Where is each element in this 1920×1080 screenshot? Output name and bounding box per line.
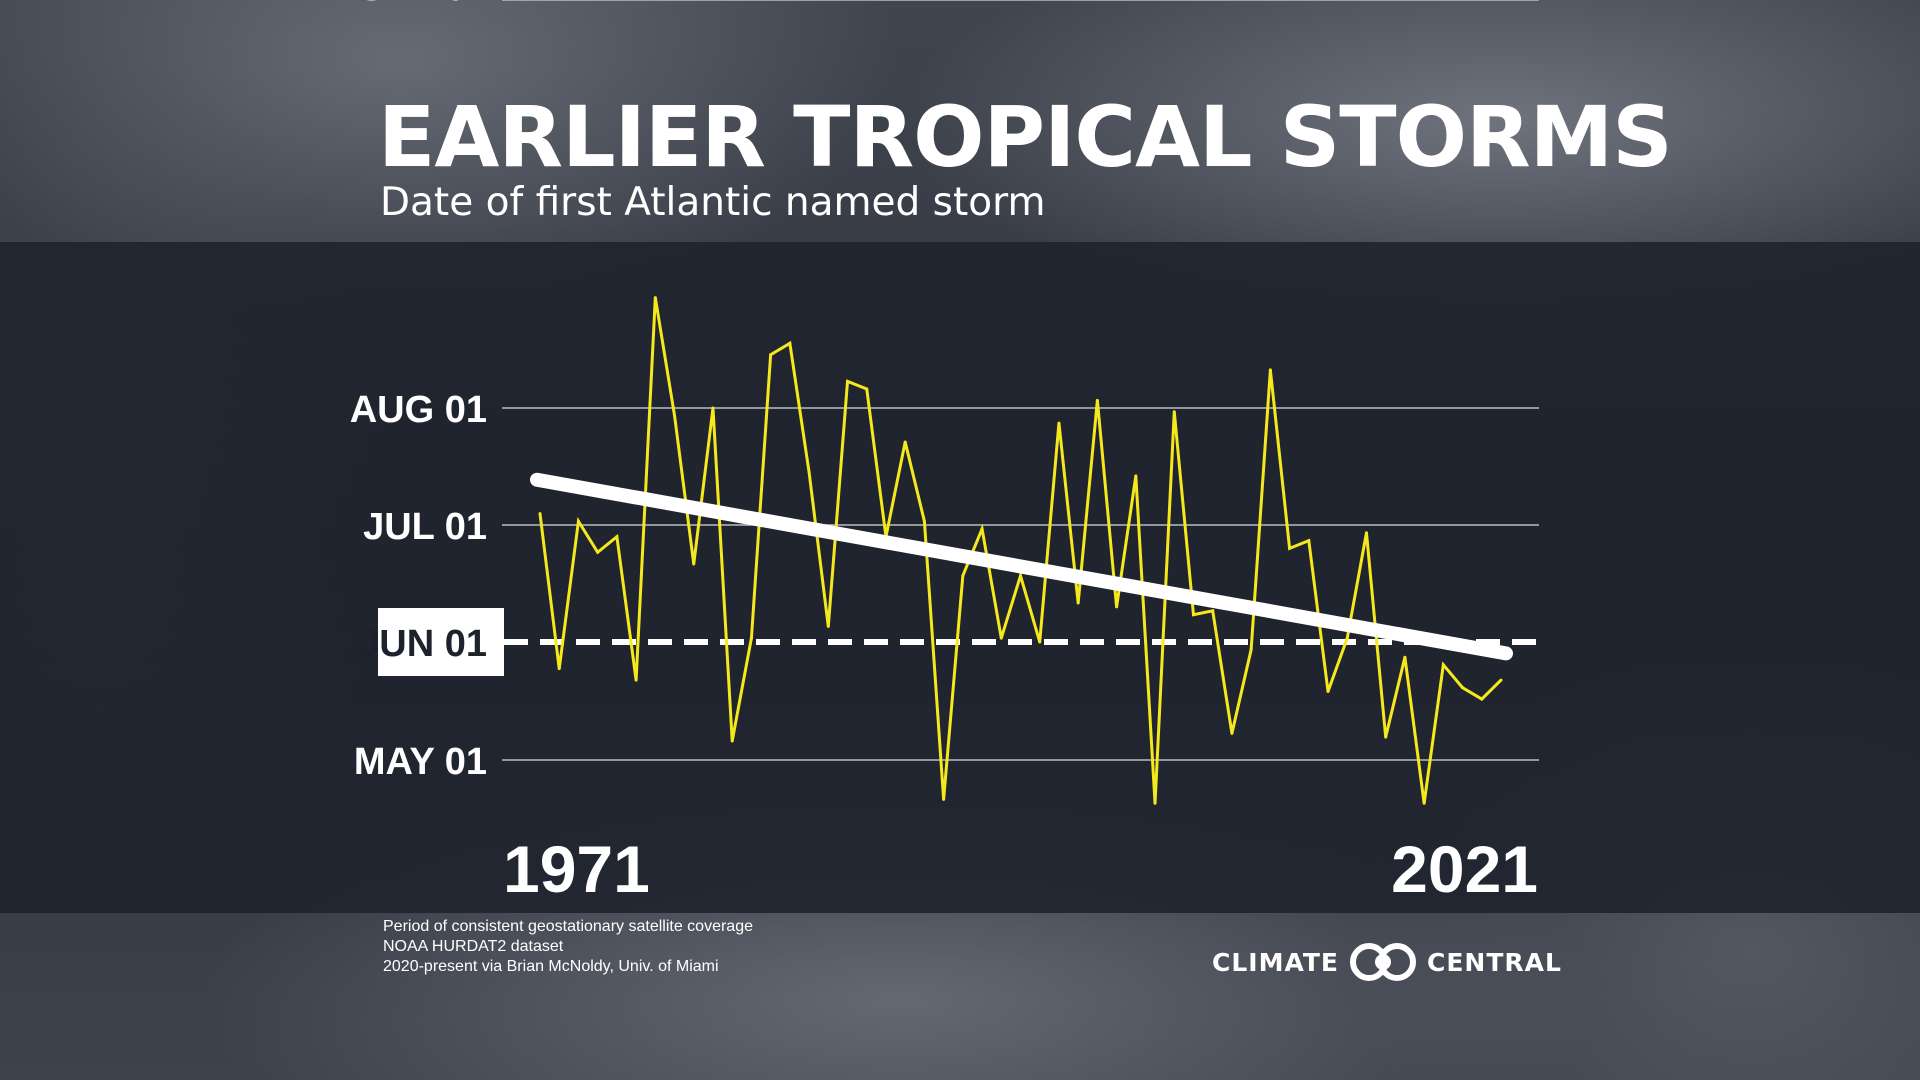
x-label-end: 2021 — [1391, 832, 1538, 906]
data-point — [1230, 731, 1234, 735]
chart-title: EARLIER TROPICAL STORMS — [378, 88, 1673, 186]
data-point — [961, 574, 965, 578]
data-point — [1115, 605, 1119, 609]
data-point — [615, 535, 619, 539]
data-point — [634, 678, 638, 682]
data-point — [788, 341, 792, 345]
y-tick-label: AUG 01 — [350, 389, 487, 431]
data-point — [557, 667, 561, 671]
climate-central-logo: CLIMATE CENTRAL — [1212, 942, 1562, 982]
data-point — [1134, 474, 1138, 478]
data-point — [865, 387, 869, 391]
x-label-start: 1971 — [503, 832, 650, 906]
data-point — [1057, 421, 1061, 425]
logo-text-right: CENTRAL — [1427, 947, 1562, 977]
y-tick-label: MAY 01 — [354, 741, 487, 783]
data-point — [1384, 735, 1388, 739]
source-notes: Period of consistent geostationary satel… — [383, 917, 753, 977]
data-point — [1076, 601, 1080, 605]
data-point — [692, 562, 696, 566]
data-point — [1095, 398, 1099, 402]
data-point — [1019, 574, 1022, 578]
data-point — [769, 353, 773, 357]
logo-text-left: CLIMATE — [1212, 947, 1339, 977]
data-point — [653, 296, 657, 300]
data-point — [1480, 697, 1484, 701]
data-point — [538, 512, 542, 516]
data-point — [596, 550, 600, 554]
y-tick-label: SEP 01 — [359, 0, 487, 9]
data-point — [1172, 410, 1176, 414]
trend-line — [530, 472, 1513, 661]
data-point — [1038, 640, 1042, 644]
data-point — [711, 406, 715, 410]
data-point — [576, 519, 580, 523]
data-point — [730, 739, 734, 743]
source-note: Period of consistent geostationary satel… — [383, 918, 753, 935]
source-note: NOAA HURDAT2 dataset — [383, 938, 564, 955]
data-point — [1345, 636, 1349, 640]
data-point — [980, 527, 984, 531]
chart-subtitle: Date of first Atlantic named storm — [380, 180, 1046, 225]
data-point — [826, 624, 830, 628]
data-point — [1403, 655, 1407, 659]
source-note: 2020-present via Brian McNoldy, Univ. of… — [383, 958, 719, 975]
series-line — [538, 297, 1503, 804]
data-point — [1307, 539, 1311, 543]
data-point — [1441, 663, 1445, 667]
data-point — [846, 379, 850, 383]
data-point — [807, 470, 811, 474]
data-point — [749, 636, 753, 640]
data-point — [1249, 648, 1253, 652]
data-point — [1422, 801, 1426, 805]
data-point — [942, 797, 946, 801]
data-point — [922, 519, 926, 523]
y-tick-label: JUL 01 — [363, 506, 487, 548]
data-point — [673, 414, 677, 418]
data-point — [1288, 546, 1292, 550]
data-point — [1268, 368, 1272, 372]
data-point — [1326, 689, 1330, 693]
highlight-tick-box — [378, 608, 504, 676]
chart-band — [0, 242, 1920, 913]
data-point — [903, 440, 907, 444]
data-point — [1211, 609, 1215, 613]
y-tick-label: JUN 01 — [358, 623, 487, 665]
data-point — [1499, 678, 1503, 682]
data-point — [1461, 686, 1465, 690]
climate-central-rings-icon — [1350, 943, 1416, 981]
data-point — [1153, 801, 1157, 805]
data-point — [1364, 531, 1368, 535]
data-point — [999, 636, 1003, 640]
data-point — [1191, 613, 1195, 617]
